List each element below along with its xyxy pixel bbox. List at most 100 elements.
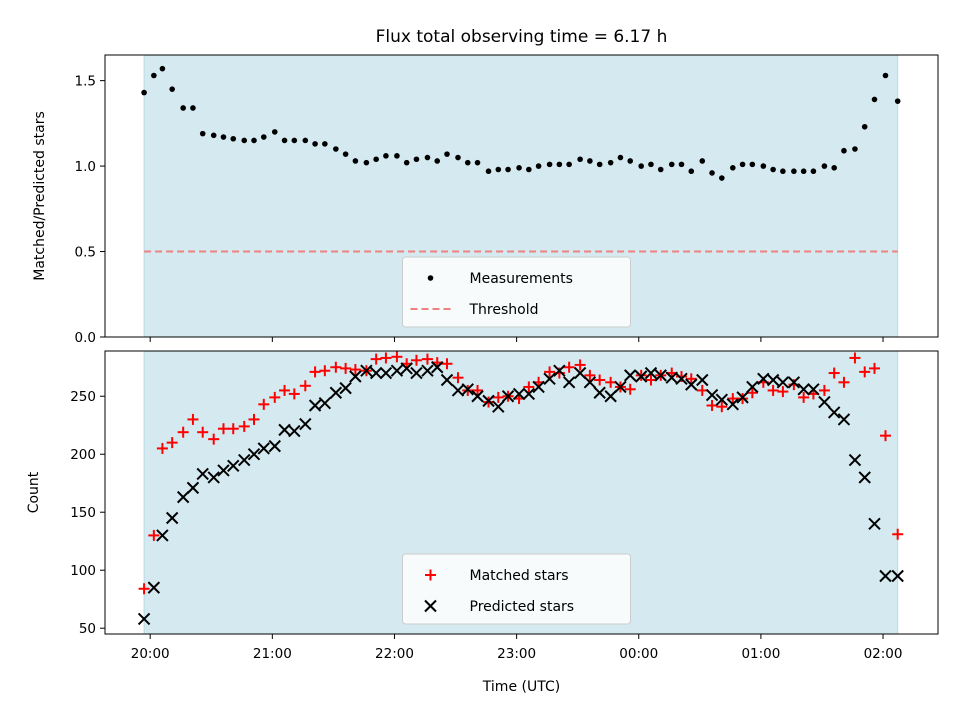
x-tick-label: 00:00 [619, 646, 658, 662]
predicted-star-point [207, 471, 220, 484]
predicted-star-point [604, 390, 617, 403]
y-tick-label: 1.5 [75, 74, 96, 90]
legend-label: Matched stars [470, 568, 569, 584]
measurement-point [688, 168, 695, 175]
y-tick-label: 150 [70, 505, 96, 521]
predicted-star-point [553, 364, 566, 377]
predicted-star-point [227, 459, 240, 473]
measurement-point [760, 163, 767, 169]
y-tick-label: 0.0 [75, 330, 96, 346]
measurement-point [882, 72, 889, 79]
predicted-star-point [360, 364, 373, 377]
measurement-point [699, 158, 706, 164]
matched-star-point [156, 442, 168, 454]
matched-star-point [441, 358, 453, 370]
measurement-point [739, 161, 746, 168]
matched-star-point [624, 383, 636, 395]
measurement-point [566, 161, 572, 168]
measurement-point [333, 146, 339, 152]
measurement-point [141, 89, 147, 96]
predicted-star-point [288, 424, 301, 438]
measurement-point [241, 137, 248, 144]
x-tick-label: 01:00 [741, 646, 780, 662]
legend: Measurements Threshold [402, 256, 631, 328]
predicted-star-point [573, 366, 587, 380]
predicted-star-point [471, 390, 484, 403]
matched-star-point [584, 369, 596, 381]
predicted-star-point [339, 381, 352, 395]
measurement-point [800, 168, 807, 175]
measurement-point [821, 163, 828, 169]
predicted-star-point [818, 395, 831, 409]
measurement-point [403, 159, 410, 166]
axes-frame [104, 350, 939, 635]
measurement-point [780, 168, 786, 175]
predicted-star-point [766, 373, 780, 387]
matched-star-point [138, 583, 150, 595]
predicted-star-point [247, 448, 261, 461]
matched-star-point [248, 413, 260, 425]
measurement-point [394, 153, 400, 159]
y-axis-label: Matched/Predicted stars [32, 111, 48, 281]
measurement-point [719, 175, 725, 181]
predicted-star-point [147, 581, 161, 594]
measurement-point [271, 129, 278, 135]
x-axis-label: Time (UTC) [482, 679, 560, 695]
predicted-star-point [522, 387, 536, 401]
legend-marker-matched [425, 569, 436, 581]
matched-star-point [269, 391, 281, 403]
measurement-point [871, 96, 878, 103]
matched-star-point [767, 384, 779, 396]
matched-star-point [472, 384, 484, 396]
measurement-point [180, 105, 186, 111]
matched-star-point [892, 528, 904, 540]
legend-marker-predicted [424, 599, 437, 613]
matched-star-point [777, 386, 789, 398]
predicted-star-point [807, 383, 820, 396]
predicted-star-point [787, 376, 801, 389]
measurement-point [413, 156, 420, 163]
predicted-star-point [715, 393, 729, 406]
measurement-point [607, 159, 614, 166]
measurement-point [535, 163, 542, 169]
predicted-star-point [400, 362, 413, 375]
matched-star-point [605, 376, 617, 388]
legend-label: Threshold [469, 302, 539, 318]
matched-star-point [727, 393, 739, 405]
measurement-point [220, 134, 227, 140]
predicted-star-point [421, 364, 434, 377]
measurement-point [322, 141, 328, 147]
predicted-star-point [156, 529, 169, 542]
predicted-star-point [318, 396, 332, 410]
measurement-point [516, 165, 522, 171]
predicted-star-point [827, 406, 841, 419]
y-tick-label: 200 [70, 447, 96, 463]
measurement-point [505, 166, 511, 173]
legend-box [402, 553, 631, 625]
matched-star-point [349, 364, 361, 376]
predicted-star-point [837, 413, 851, 426]
matched-star-point [217, 423, 229, 435]
measurement-point [546, 161, 553, 168]
predicted-star-point [196, 467, 209, 481]
predicted-star-point [623, 369, 637, 382]
measurement-point [455, 154, 461, 161]
x-tick-label: 02:00 [864, 646, 903, 662]
predicted-star-point [634, 370, 648, 383]
predicted-star-point [176, 490, 190, 504]
measurement-point [474, 159, 481, 166]
measurement-point [648, 161, 654, 168]
measurement-point [587, 158, 593, 164]
matched-star-point [828, 367, 840, 379]
matched-star-point [177, 426, 189, 438]
measurement-point [770, 166, 776, 173]
measurement-point [749, 161, 756, 168]
predicted-star-point [583, 376, 597, 389]
measurement-point [199, 130, 206, 137]
matched-star-point [574, 359, 586, 371]
measurement-point [709, 170, 715, 176]
x-tick-label: 23:00 [497, 646, 536, 662]
measurement-point [151, 72, 157, 79]
matched-star-point [227, 423, 239, 435]
matched-star-point [859, 366, 871, 378]
